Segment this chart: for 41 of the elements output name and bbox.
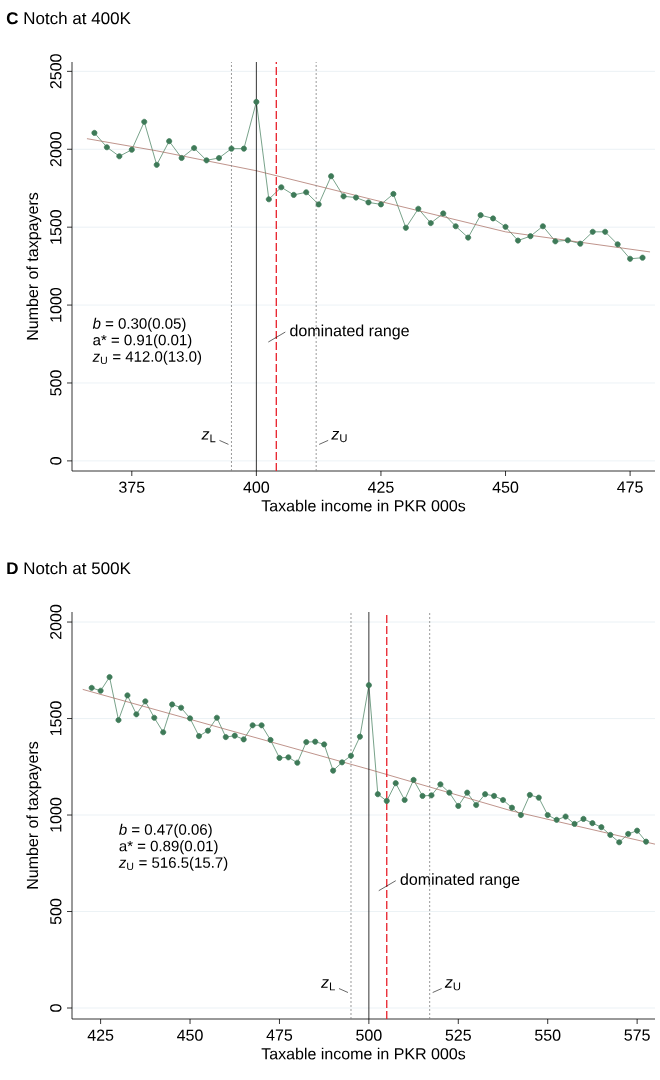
y-tick-label: 2000 [50, 604, 62, 640]
x-tick-label: 575 [624, 1029, 650, 1041]
annotation: z$_{U}$ = 516.5(15.7) [118, 856, 228, 871]
y-tick-label: 500 [50, 370, 62, 396]
x-axis-title: Taxable income in PKR 000s [261, 499, 466, 512]
x-tick-label: 425 [367, 481, 394, 493]
ref-line-label: z$_{U}$ [444, 979, 461, 991]
y-tick-label: 0 [50, 457, 62, 465]
annotation: b = 0.47(0.06) [119, 823, 212, 838]
ref-line-label: z$_{L}$ [201, 431, 216, 443]
x-tick-label: 475 [617, 481, 643, 493]
x-tick-label: 475 [266, 1029, 293, 1041]
ref-line-label: z$_{U}$ [331, 431, 347, 443]
chart-title: C Notch at 400K [6, 11, 131, 25]
annotation: a* = 0.91(0.01) [93, 334, 192, 349]
annotation: b = 0.30(0.05) [92, 317, 186, 332]
y-tick-label: 2000 [50, 132, 62, 167]
x-tick-label: 525 [445, 1029, 471, 1041]
x-tick-label: 375 [119, 481, 145, 493]
y-tick-label: 2500 [50, 54, 62, 89]
x-tick-label: 450 [177, 1029, 203, 1041]
ref-line-label: z$_{L}$ [320, 979, 335, 991]
chart-title: D Notch at 500K [7, 561, 131, 575]
y-tick-label: 1500 [50, 701, 62, 736]
x-tick-label: 500 [356, 1029, 382, 1041]
y-tick-label: 500 [50, 898, 62, 925]
y-tick-label: 0 [50, 1004, 62, 1012]
y-axis-title: Number of taxpayers [26, 741, 42, 889]
x-tick-label: 450 [492, 481, 519, 493]
annotation: z$_{U}$ = 412.0(13.0) [92, 350, 202, 365]
x-tick-label: 400 [243, 481, 270, 493]
y-tick-label: 1000 [50, 797, 62, 832]
ref-line-label: dominated range [290, 324, 409, 340]
x-axis-title: Taxable income in PKR 000s [261, 1047, 466, 1060]
y-tick-label: 1000 [50, 287, 62, 322]
x-tick-label: 550 [535, 1029, 561, 1041]
y-tick-label: 1500 [50, 209, 62, 244]
y-axis-title: Number of taxpayers [26, 192, 42, 340]
annotation: a* = 0.89(0.01) [119, 840, 218, 855]
ref-line-label: dominated range [400, 873, 520, 889]
x-tick-label: 425 [87, 1029, 114, 1041]
